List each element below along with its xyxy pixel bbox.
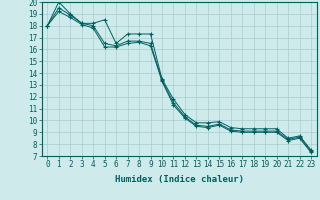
X-axis label: Humidex (Indice chaleur): Humidex (Indice chaleur) [115,175,244,184]
